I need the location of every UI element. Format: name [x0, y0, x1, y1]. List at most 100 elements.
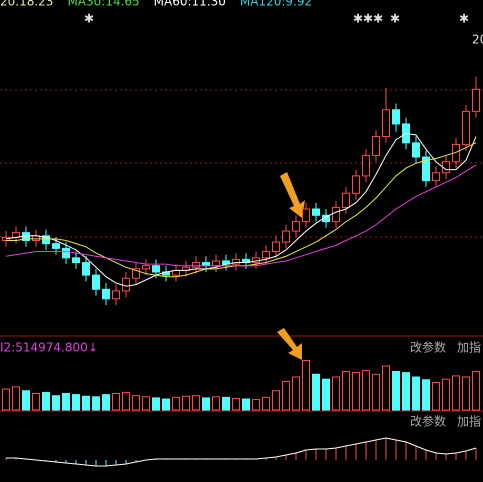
- candle-body: [122, 277, 130, 292]
- volume-bar: [232, 397, 240, 411]
- volume-bar: [72, 394, 80, 411]
- candle-body: [322, 214, 330, 223]
- volume-bar: [252, 399, 260, 411]
- volume-bar: [362, 369, 370, 411]
- candle-body: [102, 288, 110, 300]
- stars: ✱ ✱✱✱ ✱ ✱: [84, 12, 469, 26]
- volume-bar: [332, 376, 340, 411]
- candle-body: [262, 251, 270, 259]
- arrows: [277, 172, 305, 360]
- volume-bar: [152, 397, 160, 411]
- indicator-label: I2:514974.800: [0, 341, 88, 355]
- candle-body: [212, 260, 220, 267]
- volume-bar: [302, 360, 310, 411]
- volume-bar: [282, 380, 290, 411]
- legend-entry: 20.18.23: [0, 0, 53, 9]
- candle-body: [472, 88, 480, 112]
- volume-bar: [12, 386, 20, 411]
- candle-body: [292, 221, 300, 232]
- candle-body: [302, 208, 310, 223]
- volume-bar: [452, 375, 460, 411]
- grid: [0, 89, 483, 412]
- volume-bar: [262, 396, 270, 411]
- marker: ✱: [84, 12, 94, 26]
- candle-body: [272, 241, 280, 253]
- candle-body: [232, 258, 240, 265]
- candle-body: [152, 265, 160, 273]
- button[interactable]: 改参数: [410, 340, 446, 355]
- volume-bar: [22, 390, 30, 411]
- candle-body: [342, 192, 350, 208]
- candle-body: [72, 257, 80, 264]
- ma-line: [5, 164, 477, 267]
- candle-body: [132, 268, 140, 279]
- volume-bar: [422, 379, 430, 411]
- arrow: [280, 172, 305, 218]
- candle-body: [392, 109, 400, 125]
- volume-bar: [442, 378, 450, 411]
- candle-body: [82, 262, 90, 276]
- volume-bar: [32, 393, 40, 411]
- volume-bar: [2, 388, 10, 411]
- candle-body: [362, 154, 370, 177]
- candle-body: [352, 175, 360, 194]
- candle-body: [412, 142, 420, 158]
- legend-entry: MA30:14.65: [67, 0, 139, 9]
- candle-body: [92, 274, 100, 290]
- marker: ✱: [459, 12, 469, 26]
- volume-bar: [212, 396, 220, 411]
- volume-bar: [462, 376, 470, 411]
- candle-body: [142, 265, 150, 270]
- candle-body: [192, 262, 200, 268]
- volume-bar: [322, 378, 330, 411]
- candle-body: [42, 235, 50, 245]
- volume-bar: [392, 371, 400, 411]
- candle-body: [372, 136, 380, 156]
- volume-bar: [172, 396, 180, 411]
- candle-body: [382, 109, 390, 138]
- marker: ✱✱✱: [353, 12, 383, 26]
- volume-bar: [112, 393, 120, 411]
- volume-bar: [272, 390, 280, 411]
- volume-bar: [242, 398, 250, 411]
- volume-bar: [142, 396, 150, 411]
- button[interactable]: 加指: [457, 340, 481, 355]
- marker: ✱: [390, 12, 400, 26]
- volume-bar: [162, 398, 170, 411]
- volume-bar: [432, 382, 440, 411]
- corner-label: 20: [472, 33, 483, 47]
- volume-bar: [182, 395, 190, 411]
- volume-bar: [382, 365, 390, 411]
- candle-body: [422, 156, 430, 182]
- candle-body: [62, 247, 70, 259]
- volume-bar: [292, 376, 300, 411]
- volume-bar: [122, 391, 130, 411]
- button[interactable]: 改参数: [410, 414, 446, 429]
- candle-body: [112, 290, 120, 300]
- volume-bar: [472, 371, 480, 411]
- legend-entry: MA60:11.30: [154, 0, 226, 9]
- volume-bar: [82, 395, 90, 411]
- arrow: [277, 328, 302, 360]
- volume-bar: [92, 396, 100, 411]
- volume-bar: [412, 376, 420, 411]
- candle-body: [312, 208, 320, 216]
- volume-bar: [312, 373, 320, 411]
- candle-body: [52, 243, 60, 249]
- volume-bar: [132, 395, 140, 411]
- candle-body: [282, 230, 290, 243]
- volume-bar: [42, 391, 50, 411]
- ma-line: [5, 132, 477, 287]
- volume-bar: [372, 373, 380, 411]
- arrow-glyph: ↓: [88, 341, 98, 355]
- button[interactable]: 加指: [457, 414, 481, 429]
- volume-bar: [202, 397, 210, 411]
- volume-bar: [62, 393, 70, 411]
- macd-line: [6, 437, 477, 467]
- volume-bar: [192, 395, 200, 411]
- volume-bar: [402, 372, 410, 411]
- legend-entry: MA120:9.92: [240, 0, 312, 9]
- volume-bar: [342, 371, 350, 411]
